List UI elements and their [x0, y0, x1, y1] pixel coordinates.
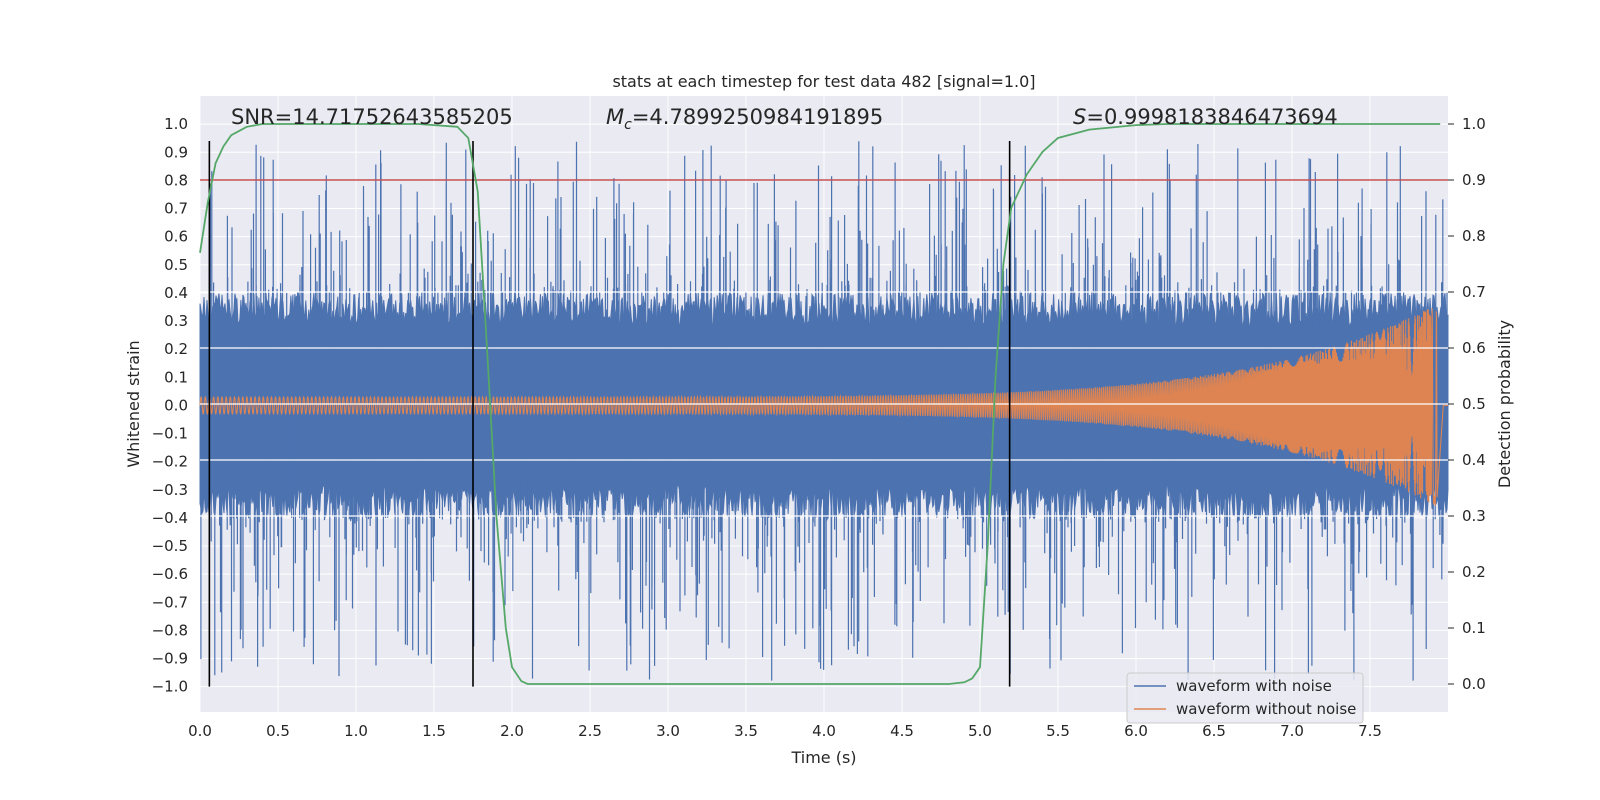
legend: waveform with noise waveform without noi… [1126, 672, 1364, 724]
y2-tick-label: 0.5 [1462, 395, 1486, 413]
y-axis-label: Whitened strain [124, 340, 143, 467]
chirp-line [199, 308, 1448, 506]
x-tick-label: 1.0 [344, 722, 368, 740]
y-tick-label: 0.1 [164, 368, 188, 386]
y-tick-label: 0.3 [164, 312, 188, 330]
y-tick-label: −0.6 [152, 565, 188, 583]
y2-tick-label: 0.1 [1462, 619, 1486, 637]
x-tick-label: 4.5 [890, 722, 914, 740]
series-waveform-without-noise [199, 308, 1448, 506]
annotation-s-value: =0.9998183846473694 [1086, 105, 1337, 129]
y-tick-label: 0.7 [164, 200, 188, 218]
y2-tick-label: 1.0 [1462, 115, 1486, 133]
y-tick-label: 0.9 [164, 143, 188, 161]
y-tick-label: −0.1 [152, 425, 188, 443]
annotation-chirp-mass-subscript: c [624, 117, 632, 133]
tick-labels: 0.0 0.5 1.0 1.5 2.0 2.5 3.0 3.5 4.0 4.5 5.0 5.5 6.0 6… [152, 115, 1486, 740]
x-tick-label: 0.5 [266, 722, 290, 740]
series-detection-probability [199, 123, 1441, 685]
x-tick-label: 5.5 [1046, 722, 1070, 740]
y2-tick-label: 0.2 [1462, 563, 1486, 581]
y-tick-label: 0.4 [164, 284, 188, 302]
y-tick-label: −0.4 [152, 509, 188, 527]
x-tick-label: 7.0 [1280, 722, 1304, 740]
y2-tick-label: 0.3 [1462, 507, 1486, 525]
y-tick-label: −1.0 [152, 678, 188, 696]
detection-probability-line [199, 123, 1441, 685]
x-tick-label: 3.0 [656, 722, 680, 740]
annotation-chirp-mass-symbol: M [606, 105, 624, 129]
y-tick-label: −0.8 [152, 621, 188, 639]
annotation-chirp-mass-value: =4.7899250984191895 [632, 105, 883, 129]
legend-box [1126, 672, 1364, 724]
y-tick-label: −0.5 [152, 537, 188, 555]
y-tick-label: −0.3 [152, 481, 188, 499]
annotation-chirp-mass: Mc=4.7899250984191895 [606, 105, 883, 133]
y2-tick-label: 0.7 [1462, 283, 1486, 301]
y-tick-label: −0.9 [152, 650, 188, 668]
x-tick-label: 6.5 [1202, 722, 1226, 740]
x-tick-label: 7.5 [1358, 722, 1382, 740]
legend-label-waveform-with-noise: waveform with noise [1176, 677, 1332, 695]
y2-tick-label: 0.4 [1462, 451, 1486, 469]
x-tick-label: 2.0 [500, 722, 524, 740]
legend-label-waveform-without-noise: waveform without noise [1176, 700, 1356, 718]
y2-tick-label: 0.8 [1462, 227, 1486, 245]
y2-tick-label: 0.0 [1462, 675, 1486, 693]
y-tick-label: 0.5 [164, 256, 188, 274]
x-tick-label: 6.0 [1124, 722, 1148, 740]
x-tick-label: 5.0 [968, 722, 992, 740]
y-tick-label: 0.8 [164, 171, 188, 189]
annotation-s-score: S=0.9998183846473694 [1073, 105, 1338, 129]
x-tick-label: 0.0 [188, 722, 212, 740]
x-tick-label: 2.5 [578, 722, 602, 740]
x-tick-label: 4.0 [812, 722, 836, 740]
y2-tick-label: 0.9 [1462, 171, 1486, 189]
y-tick-label: −0.7 [152, 593, 188, 611]
annotation-s-symbol: S [1073, 105, 1086, 129]
y-tick-label: 1.0 [164, 115, 188, 133]
annotation-snr: SNR=14.71752643585205 [231, 105, 513, 129]
x-tick-label: 1.5 [422, 722, 446, 740]
chart-title: stats at each timestep for test data 482… [612, 72, 1035, 91]
x-axis-label: Time (s) [790, 748, 856, 767]
y2-axis-label: Detection probability [1495, 320, 1514, 488]
x-tick-label: 3.5 [734, 722, 758, 740]
y2-tick-label: 0.6 [1462, 339, 1486, 357]
overlay-lines [200, 141, 1448, 687]
y-tick-label: 0.6 [164, 228, 188, 246]
y-tick-label: −0.2 [152, 453, 188, 471]
y-tick-label: 0.0 [164, 396, 188, 414]
y-tick-label: 0.2 [164, 340, 188, 358]
